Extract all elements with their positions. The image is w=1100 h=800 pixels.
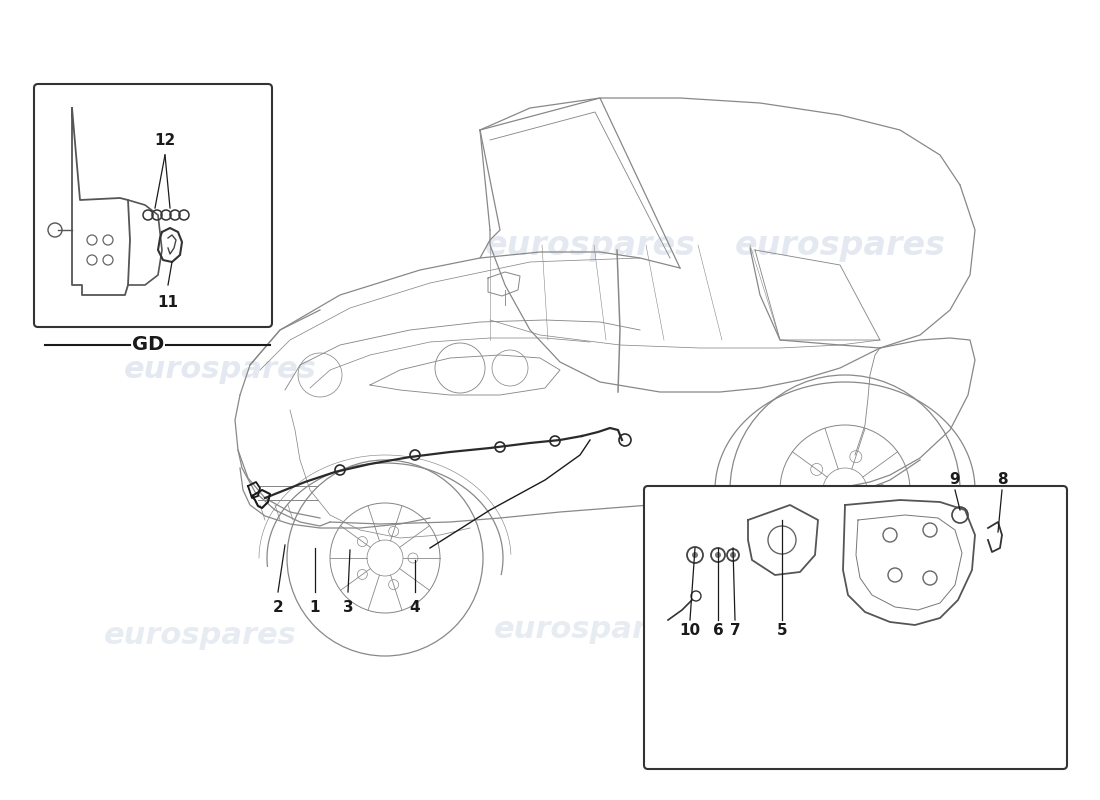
Text: 7: 7 (729, 623, 740, 638)
Circle shape (730, 552, 736, 558)
Text: 5: 5 (777, 623, 788, 638)
Text: 1: 1 (310, 600, 320, 615)
Text: eurospares: eurospares (123, 355, 317, 385)
Text: eurospares: eurospares (735, 229, 946, 262)
Text: eurospares: eurospares (494, 615, 686, 645)
Text: GD: GD (132, 335, 164, 354)
Text: 12: 12 (154, 133, 176, 148)
FancyBboxPatch shape (644, 486, 1067, 769)
Text: 6: 6 (713, 623, 724, 638)
Text: 9: 9 (949, 472, 960, 487)
Text: 4: 4 (409, 600, 420, 615)
Text: 3: 3 (343, 600, 353, 615)
Text: 2: 2 (273, 600, 284, 615)
Circle shape (692, 552, 698, 558)
Text: eurospares: eurospares (103, 621, 296, 650)
Circle shape (715, 552, 720, 558)
Text: 11: 11 (157, 295, 178, 310)
Text: eurospares: eurospares (484, 229, 695, 262)
Text: 8: 8 (997, 472, 1008, 487)
FancyBboxPatch shape (34, 84, 272, 327)
Text: 10: 10 (680, 623, 701, 638)
